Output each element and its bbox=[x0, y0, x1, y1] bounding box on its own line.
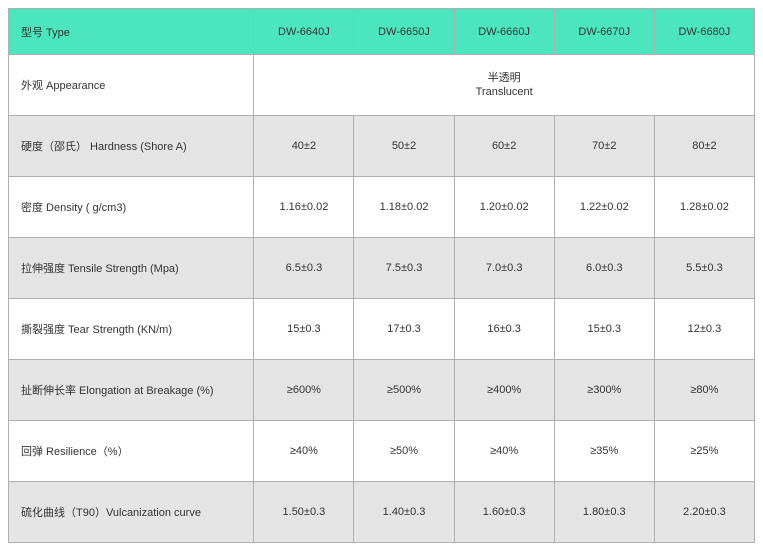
appearance-cn: 半透明 bbox=[488, 72, 521, 84]
row-label: 硫化曲线（T90）Vulcanization curve bbox=[9, 482, 254, 543]
cell: 2.20±0.3 bbox=[654, 482, 754, 543]
table-row: 硬度（邵氏） Hardness (Shore A) 40±2 50±2 60±2… bbox=[9, 116, 755, 177]
cell: 7.5±0.3 bbox=[354, 238, 454, 299]
cell: 1.20±0.02 bbox=[454, 177, 554, 238]
cell: ≥25% bbox=[654, 421, 754, 482]
cell: 15±0.3 bbox=[254, 299, 354, 360]
cell: ≥600% bbox=[254, 360, 354, 421]
cell: ≥300% bbox=[554, 360, 654, 421]
cell: 1.50±0.3 bbox=[254, 482, 354, 543]
cell: 70±2 bbox=[554, 116, 654, 177]
cell: 1.40±0.3 bbox=[354, 482, 454, 543]
cell: 1.16±0.02 bbox=[254, 177, 354, 238]
header-row: 型号 Type DW-6640J DW-6650J DW-6660J DW-66… bbox=[9, 9, 755, 55]
cell: ≥80% bbox=[654, 360, 754, 421]
cell: 50±2 bbox=[354, 116, 454, 177]
cell: ≥500% bbox=[354, 360, 454, 421]
cell: 16±0.3 bbox=[454, 299, 554, 360]
spec-table: 型号 Type DW-6640J DW-6650J DW-6660J DW-66… bbox=[8, 8, 755, 543]
cell: 15±0.3 bbox=[554, 299, 654, 360]
cell: 40±2 bbox=[254, 116, 354, 177]
cell: ≥40% bbox=[454, 421, 554, 482]
cell: 80±2 bbox=[654, 116, 754, 177]
col-header: DW-6640J bbox=[254, 9, 354, 55]
table-row: 回弹 Resilience（%） ≥40% ≥50% ≥40% ≥35% ≥25… bbox=[9, 421, 755, 482]
cell: 6.0±0.3 bbox=[554, 238, 654, 299]
table-row: 密度 Density ( g/cm3) 1.16±0.02 1.18±0.02 … bbox=[9, 177, 755, 238]
row-label: 拉伸强度 Tensile Strength (Mpa) bbox=[9, 238, 254, 299]
table-row: 扯断伸长率 Elongation at Breakage (%) ≥600% ≥… bbox=[9, 360, 755, 421]
cell: ≥50% bbox=[354, 421, 454, 482]
cell: 6.5±0.3 bbox=[254, 238, 354, 299]
row-label: 硬度（邵氏） Hardness (Shore A) bbox=[9, 116, 254, 177]
cell: 60±2 bbox=[454, 116, 554, 177]
table-row: 硫化曲线（T90）Vulcanization curve 1.50±0.3 1.… bbox=[9, 482, 755, 543]
row-label: 密度 Density ( g/cm3) bbox=[9, 177, 254, 238]
header-label: 型号 Type bbox=[9, 9, 254, 55]
table-row: 撕裂强度 Tear Strength (KN/m) 15±0.3 17±0.3 … bbox=[9, 299, 755, 360]
cell: ≥400% bbox=[454, 360, 554, 421]
row-label: 外观 Appearance bbox=[9, 55, 254, 116]
cell: ≥40% bbox=[254, 421, 354, 482]
col-header: DW-6660J bbox=[454, 9, 554, 55]
cell: 1.28±0.02 bbox=[654, 177, 754, 238]
col-header: DW-6650J bbox=[354, 9, 454, 55]
appearance-value: 半透明 Translucent bbox=[254, 55, 755, 116]
cell: 7.0±0.3 bbox=[454, 238, 554, 299]
col-header: DW-6670J bbox=[554, 9, 654, 55]
col-header: DW-6680J bbox=[654, 9, 754, 55]
row-label: 撕裂强度 Tear Strength (KN/m) bbox=[9, 299, 254, 360]
cell: 12±0.3 bbox=[654, 299, 754, 360]
cell: 17±0.3 bbox=[354, 299, 454, 360]
appearance-row: 外观 Appearance 半透明 Translucent bbox=[9, 55, 755, 116]
appearance-en: Translucent bbox=[476, 86, 533, 98]
cell: 1.22±0.02 bbox=[554, 177, 654, 238]
cell: ≥35% bbox=[554, 421, 654, 482]
cell: 1.80±0.3 bbox=[554, 482, 654, 543]
row-label: 回弹 Resilience（%） bbox=[9, 421, 254, 482]
row-label: 扯断伸长率 Elongation at Breakage (%) bbox=[9, 360, 254, 421]
cell: 1.18±0.02 bbox=[354, 177, 454, 238]
cell: 5.5±0.3 bbox=[654, 238, 754, 299]
cell: 1.60±0.3 bbox=[454, 482, 554, 543]
table-row: 拉伸强度 Tensile Strength (Mpa) 6.5±0.3 7.5±… bbox=[9, 238, 755, 299]
